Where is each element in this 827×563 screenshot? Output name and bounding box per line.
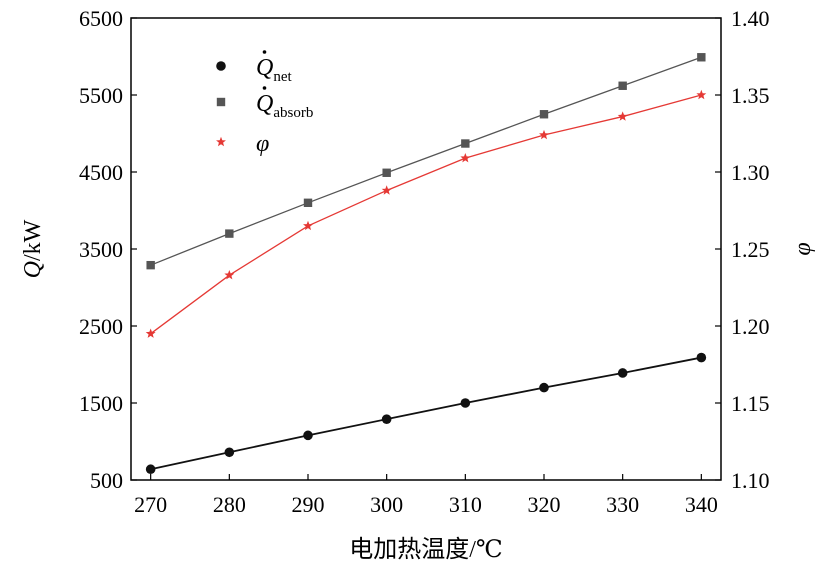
right-y-tick-label: 1.15: [731, 391, 770, 416]
x-tick-label: 330: [606, 492, 639, 517]
legend-item-phi: φ: [216, 131, 269, 157]
left-y-tick-label: 500: [90, 468, 123, 493]
x-tick-label: 340: [685, 492, 718, 517]
data-point-phi: [224, 269, 235, 280]
data-point-net: [145, 464, 156, 475]
x-tick-label: 290: [292, 492, 325, 517]
data-point-phi: [145, 328, 156, 338]
left-y-tick-label: 4500: [79, 160, 123, 185]
left-y-axis: 500 1500 2500 3500 4500 5500 6500: [79, 6, 137, 493]
data-point-net: [539, 382, 549, 393]
x-tick-label: 280: [213, 492, 246, 517]
x-tick-label: 270: [134, 492, 167, 517]
data-point-phi: [617, 111, 628, 121]
data-point-phi: [539, 129, 549, 140]
data-point-absorb: [618, 81, 627, 90]
x-tick-label: 320: [528, 492, 561, 517]
right-y-axis-title: φ: [790, 242, 816, 255]
left-y-axis-title: Q/kW: [20, 219, 46, 278]
series-line-phi: [150, 94, 702, 335]
right-y-tick-label: 1.40: [731, 6, 770, 31]
data-point-net: [617, 368, 628, 378]
series-absorb: [146, 53, 706, 270]
legend-marker-absorb: [216, 97, 226, 107]
left-y-tick-label: 3500: [79, 237, 123, 262]
left-y-tick-label: 1500: [79, 391, 123, 416]
data-point-absorb: [697, 53, 706, 62]
svg-text:Q/kW: Q/kW: [20, 219, 46, 278]
data-point-net: [460, 398, 471, 408]
legend-label-net: Qnet: [256, 55, 293, 85]
series-layer: [145, 53, 707, 475]
data-point-net: [381, 414, 392, 424]
left-y-tick-label: 2500: [79, 314, 123, 339]
data-point-net: [303, 430, 313, 441]
legend-marker-net: [216, 61, 226, 71]
legend: Qnet Qabsorb φ: [216, 50, 313, 157]
legend-item-net: Qnet: [216, 50, 293, 85]
data-point-phi: [381, 185, 392, 195]
data-point-absorb: [461, 139, 470, 148]
right-y-tick-label: 1.20: [731, 314, 770, 339]
x-tick-label: 300: [370, 492, 403, 517]
right-y-axis: 1.10 1.15 1.20 1.25 1.30 1.35 1.40: [715, 6, 770, 493]
right-y-tick-label: 1.10: [731, 468, 770, 493]
right-y-tick-label: 1.25: [731, 237, 770, 262]
legend-item-absorb: Qabsorb: [216, 86, 313, 121]
data-point-net: [696, 352, 707, 363]
legend-overdot: [262, 50, 267, 54]
data-point-phi: [460, 152, 471, 163]
legend-overdot: [262, 86, 267, 90]
series-line-net: [150, 356, 702, 471]
svg-text:φ: φ: [790, 242, 816, 255]
series-net: [145, 352, 707, 475]
data-point-absorb: [146, 260, 155, 270]
data-point-absorb: [382, 168, 391, 177]
right-y-tick-label: 1.30: [731, 160, 770, 185]
data-point-phi: [303, 220, 313, 231]
legend-label-phi: φ: [256, 131, 269, 157]
left-y-tick-label: 6500: [79, 6, 123, 31]
legend-label-absorb: Qabsorb: [256, 91, 313, 121]
legend-marker-phi: [216, 136, 226, 147]
data-point-phi: [696, 89, 707, 100]
left-y-tick-label: 5500: [79, 83, 123, 108]
x-tick-label: 310: [449, 492, 482, 517]
x-axis: 270 280 290 300 310 320 330 340: [134, 474, 718, 517]
data-point-absorb: [303, 198, 313, 207]
right-y-tick-label: 1.35: [731, 83, 770, 108]
data-point-absorb: [539, 110, 549, 119]
data-point-absorb: [225, 229, 234, 238]
x-axis-title: 电加热温度/℃: [349, 536, 503, 563]
series-phi: [145, 89, 707, 338]
data-point-net: [224, 447, 235, 458]
series-line-absorb: [150, 56, 702, 266]
